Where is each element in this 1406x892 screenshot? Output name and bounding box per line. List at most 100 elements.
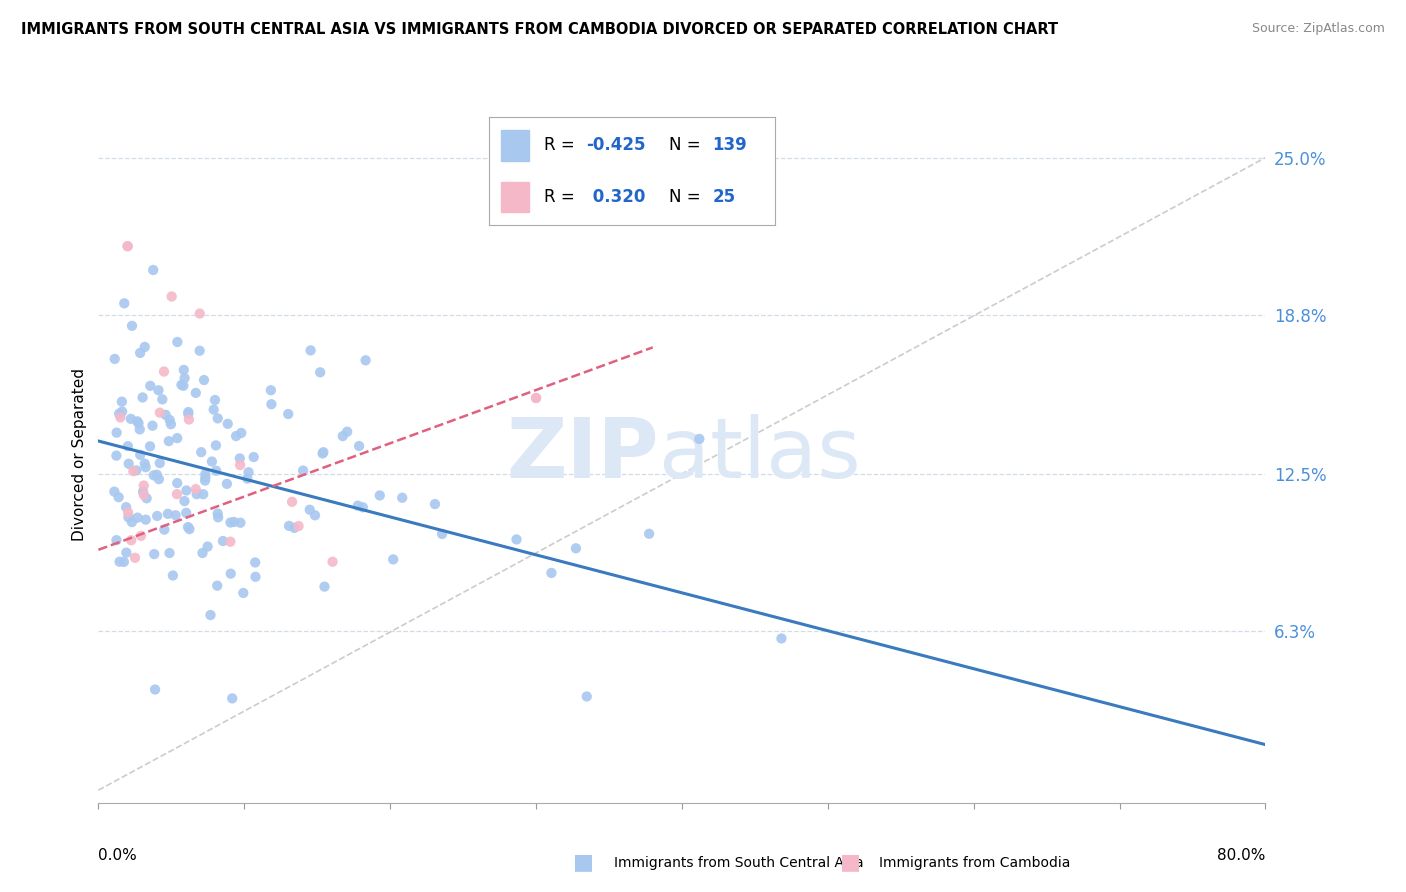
Point xyxy=(155,408,177,422)
Point xyxy=(153,365,176,379)
Point xyxy=(217,417,239,431)
Point xyxy=(150,392,173,407)
Point xyxy=(202,402,225,417)
Point xyxy=(277,407,299,421)
Point xyxy=(312,445,335,459)
Point xyxy=(166,431,188,445)
Point xyxy=(103,484,125,499)
Point xyxy=(314,580,336,594)
Point xyxy=(108,555,131,569)
Point xyxy=(207,507,229,521)
Point xyxy=(162,568,184,582)
Point xyxy=(205,438,228,452)
Point xyxy=(115,546,138,560)
Point xyxy=(299,343,322,358)
Point xyxy=(139,439,162,453)
Point xyxy=(112,555,135,569)
Text: atlas: atlas xyxy=(658,415,860,495)
Point xyxy=(134,340,156,354)
Point xyxy=(141,418,163,433)
Point xyxy=(118,457,141,471)
Point xyxy=(173,494,195,508)
Point xyxy=(245,556,267,570)
Point xyxy=(423,497,446,511)
Point xyxy=(117,239,139,253)
Point xyxy=(245,570,267,584)
Point xyxy=(184,385,207,400)
Point xyxy=(186,487,208,501)
Point xyxy=(110,410,132,425)
Point xyxy=(143,682,166,697)
Point xyxy=(194,467,217,481)
Text: Immigrants from South Central Asia: Immigrants from South Central Asia xyxy=(614,855,865,870)
Point xyxy=(108,407,131,421)
Point xyxy=(391,491,413,505)
Point xyxy=(179,522,201,536)
Point xyxy=(229,458,252,472)
Point xyxy=(132,478,155,492)
Point xyxy=(201,454,224,468)
Point xyxy=(124,550,146,565)
Point xyxy=(143,547,166,561)
Point xyxy=(166,476,188,491)
Point xyxy=(148,384,170,398)
Point xyxy=(212,534,235,549)
Point xyxy=(260,397,283,411)
Point xyxy=(176,483,198,498)
Point xyxy=(430,527,453,541)
Text: IMMIGRANTS FROM SOUTH CENTRAL ASIA VS IMMIGRANTS FROM CAMBODIA DIVORCED OR SEPAR: IMMIGRANTS FROM SOUTH CENTRAL ASIA VS IM… xyxy=(21,22,1059,37)
Point xyxy=(225,429,247,443)
Point xyxy=(159,546,181,560)
Point xyxy=(215,476,238,491)
Point xyxy=(278,519,301,533)
Point xyxy=(177,407,200,421)
Point xyxy=(117,439,139,453)
Point xyxy=(134,457,156,471)
Point xyxy=(332,429,354,443)
Point xyxy=(231,425,253,440)
Point xyxy=(236,472,259,486)
Point xyxy=(242,450,264,464)
Point xyxy=(205,464,228,478)
Point xyxy=(165,508,187,523)
Point xyxy=(281,495,304,509)
Text: 80.0%: 80.0% xyxy=(1218,848,1265,863)
Point xyxy=(172,378,194,392)
Point xyxy=(121,318,143,333)
Point xyxy=(177,405,200,419)
Point xyxy=(194,474,217,488)
Text: Immigrants from Cambodia: Immigrants from Cambodia xyxy=(879,855,1070,870)
Point xyxy=(219,566,242,581)
Point xyxy=(132,488,155,502)
Point xyxy=(142,263,165,277)
Point xyxy=(207,510,229,524)
Point xyxy=(131,391,153,405)
Point xyxy=(565,541,588,556)
Point xyxy=(283,521,305,535)
Point xyxy=(117,510,139,524)
Point xyxy=(149,456,172,470)
Point xyxy=(368,488,391,502)
Point xyxy=(190,445,212,459)
Point xyxy=(149,406,172,420)
Point xyxy=(148,472,170,486)
Point xyxy=(304,508,326,523)
Point xyxy=(129,529,152,543)
Point xyxy=(135,460,157,475)
Y-axis label: Divorced or Separated: Divorced or Separated xyxy=(72,368,87,541)
Point xyxy=(157,434,180,449)
Point xyxy=(174,506,197,520)
Point xyxy=(111,394,134,409)
Point xyxy=(221,691,243,706)
Point xyxy=(287,519,309,533)
Point xyxy=(688,432,710,446)
Point xyxy=(219,534,242,549)
Point xyxy=(575,690,598,704)
Point xyxy=(207,411,229,425)
Point xyxy=(120,533,142,548)
Point xyxy=(160,417,183,432)
Point xyxy=(505,533,527,547)
Point xyxy=(125,463,148,477)
Point xyxy=(191,546,214,560)
Point xyxy=(229,451,252,466)
